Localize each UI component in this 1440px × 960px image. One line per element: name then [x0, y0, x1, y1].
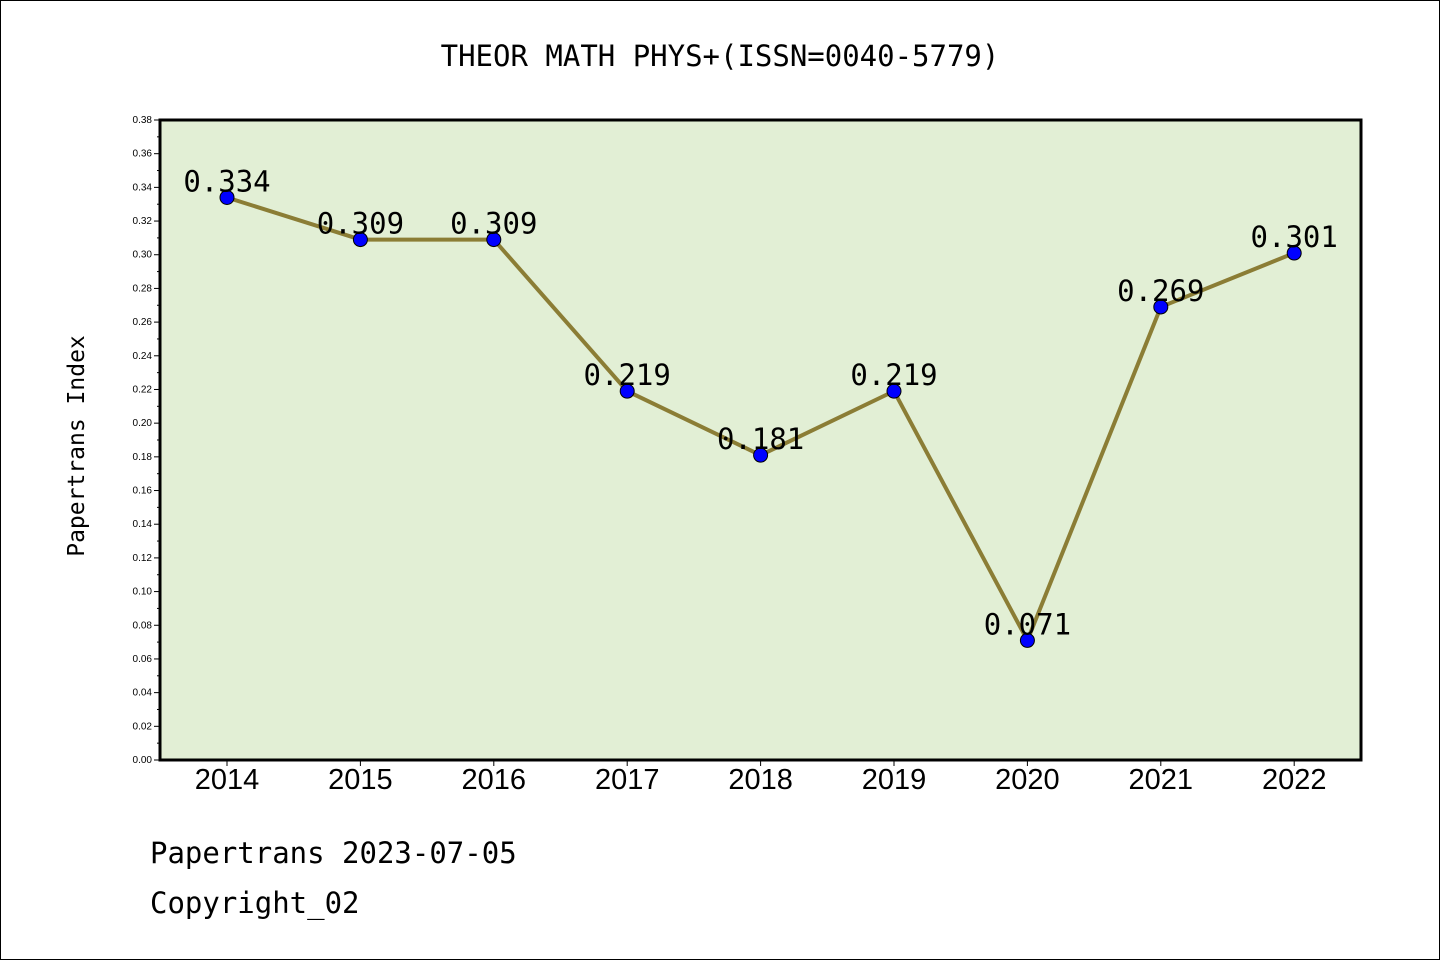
footer-source: Papertrans 2023-07-05: [150, 836, 517, 870]
data-label: 0.181: [717, 422, 804, 456]
x-tick-label: 2016: [462, 764, 527, 796]
y-axis-ticks: 0.00 0.02 0.04 0.06 0.08 0.10 0.12 0.14 0.16 0.18…: [133, 115, 160, 766]
data-point-marker: [619, 383, 635, 399]
x-tick-label: 2017: [595, 764, 660, 796]
data-label: 0.071: [984, 607, 1071, 641]
x-tick-label: 2014: [195, 764, 260, 796]
data-point-marker: [1153, 299, 1169, 315]
y-tick-label: 0.00: [133, 755, 153, 766]
data-point-marker: [1286, 245, 1302, 261]
x-tick-label: 2022: [1262, 764, 1327, 796]
y-tick-label: 0.12: [133, 553, 153, 564]
data-label: 0.269: [1117, 274, 1204, 308]
x-tick-label: 2015: [328, 764, 393, 796]
y-tick-label: 0.18: [133, 452, 153, 463]
data-label: 0.219: [850, 358, 937, 392]
y-tick-label: 0.32: [133, 216, 153, 227]
y-tick-label: 0.28: [133, 283, 153, 294]
y-tick-label: 0.06: [133, 654, 153, 665]
y-tick-label: 0.26: [133, 317, 153, 328]
data-point-marker: [753, 447, 769, 463]
data-label: 0.219: [584, 358, 671, 392]
x-tick-label: 2020: [995, 764, 1060, 796]
y-tick-label: 0.34: [133, 182, 153, 193]
y-tick-label: 0.30: [133, 250, 153, 261]
x-tick-label: 2018: [728, 764, 793, 796]
data-label: 0.301: [1251, 220, 1338, 254]
data-point-marker: [1019, 632, 1035, 648]
y-tick-label: 0.24: [133, 351, 153, 362]
y-tick-label: 0.22: [133, 384, 153, 395]
y-tick-label: 0.14: [133, 519, 153, 530]
y-tick-label: 0.08: [133, 620, 153, 631]
data-point-marker: [219, 189, 235, 205]
y-tick-label: 0.04: [133, 688, 153, 699]
y-tick-label: 0.38: [133, 115, 153, 126]
y-tick-label: 0.16: [133, 486, 153, 497]
data-label: 0.334: [183, 164, 270, 198]
data-point-marker: [886, 383, 902, 399]
data-label: 0.309: [317, 207, 404, 241]
y-axis-label: Papertrans Index: [64, 335, 90, 557]
plot-area: [158, 118, 1363, 762]
y-tick-label: 0.36: [133, 149, 153, 160]
x-tick-label: 2021: [1129, 764, 1194, 796]
data-label-group: 0.334 0.309 0.309 0.219 0.181 0.219 0.071 0.269…: [183, 164, 1338, 641]
x-tick-label: 2019: [862, 764, 927, 796]
y-tick-label: 0.10: [133, 587, 153, 598]
chart-title: THEOR MATH PHYS+(ISSN=0040-5779): [441, 39, 1000, 73]
y-tick-label: 0.20: [133, 418, 153, 429]
x-axis-ticks: 2014 2015 2016 2017 2018 2019 2020 2021 2022: [195, 760, 1327, 796]
data-label: 0.309: [450, 207, 537, 241]
series-line-group: [219, 189, 1302, 648]
footer-copyright: Copyright_02: [150, 886, 360, 920]
data-point-marker: [352, 232, 368, 248]
data-point-marker: [486, 232, 502, 248]
y-tick-label: 0.02: [133, 721, 153, 732]
